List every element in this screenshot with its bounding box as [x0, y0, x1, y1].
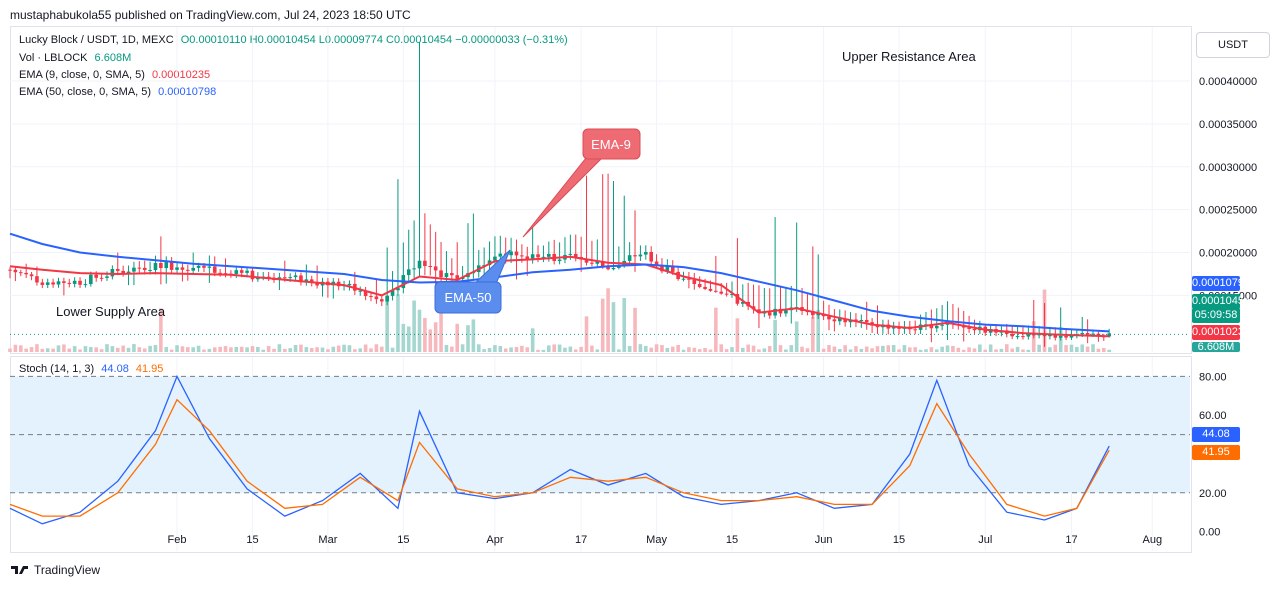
volume-legend[interactable]: Vol · LBLOCK 6.608M: [19, 52, 135, 64]
ema9-price-tag: 0.00010235: [1192, 325, 1251, 340]
price-axis-label: 0.00030000: [1199, 162, 1257, 174]
tradingview-brand[interactable]: TradingView: [10, 563, 100, 577]
volume-label: Vol · LBLOCK: [19, 52, 88, 64]
stoch-d-value: 41.95: [135, 363, 164, 375]
countdown-tag: 05:09:58: [1192, 308, 1240, 323]
price-axis-label: 0.00035000: [1199, 119, 1257, 131]
stoch-label: Stoch (14, 1, 3): [19, 363, 95, 375]
brand-label: TradingView: [34, 563, 101, 577]
price-axis-label: 0.00020000: [1199, 248, 1257, 260]
ema50-price-tag: 0.00010798: [1192, 276, 1251, 291]
symbol-label[interactable]: Lucky Block / USDT, 1D, MEXC: [19, 34, 174, 46]
ema9-label: EMA (9, close, 0, SMA, 5): [19, 69, 145, 81]
last-price-tag: 0.00010454: [1192, 294, 1251, 309]
stoch-k-value: 44.08: [101, 363, 129, 375]
price-axis-label: 0.00040000: [1199, 76, 1257, 88]
tradingview-logo-icon: [11, 566, 28, 574]
volume-value: 6.608M: [94, 52, 132, 64]
stoch-legend[interactable]: Stoch (14, 1, 3) 44.08 41.95: [19, 363, 167, 375]
stoch-d-tag: 41.95: [1192, 445, 1240, 460]
price-axis-label: 0.00025000: [1199, 205, 1257, 217]
stoch-axis-label: 80.00: [1199, 371, 1227, 383]
ema9-value: 0.00010235: [152, 69, 211, 81]
stoch-axis-label: 60.00: [1199, 410, 1227, 422]
stoch-axis-label: 20.00: [1199, 488, 1227, 500]
stoch-axis-label: 0.00: [1199, 527, 1220, 539]
ema9-legend[interactable]: EMA (9, close, 0, SMA, 5) 0.00010235: [19, 69, 214, 81]
price-pane[interactable]: Lucky Block / USDT, 1D, MEXC O0.00010110…: [10, 26, 1192, 354]
published-header: mustaphabukola55 published on TradingVie…: [10, 8, 411, 22]
ohlc-values: O0.00010110 H0.00010454 L0.00009774 C0.0…: [180, 34, 568, 46]
volume-tag: 6.608M: [1192, 342, 1240, 352]
ema50-value: 0.00010798: [158, 86, 217, 98]
ema50-label: EMA (50, close, 0, SMA, 5): [19, 86, 152, 98]
stoch-k-tag: 44.08: [1192, 427, 1240, 442]
ema50-legend[interactable]: EMA (50, close, 0, SMA, 5) 0.00010798: [19, 86, 220, 98]
currency-button[interactable]: USDT: [1196, 32, 1270, 58]
stoch-pane[interactable]: Stoch (14, 1, 3) 44.08 41.95: [10, 356, 1192, 553]
symbol-legend[interactable]: Lucky Block / USDT, 1D, MEXC O0.00010110…: [19, 34, 572, 46]
